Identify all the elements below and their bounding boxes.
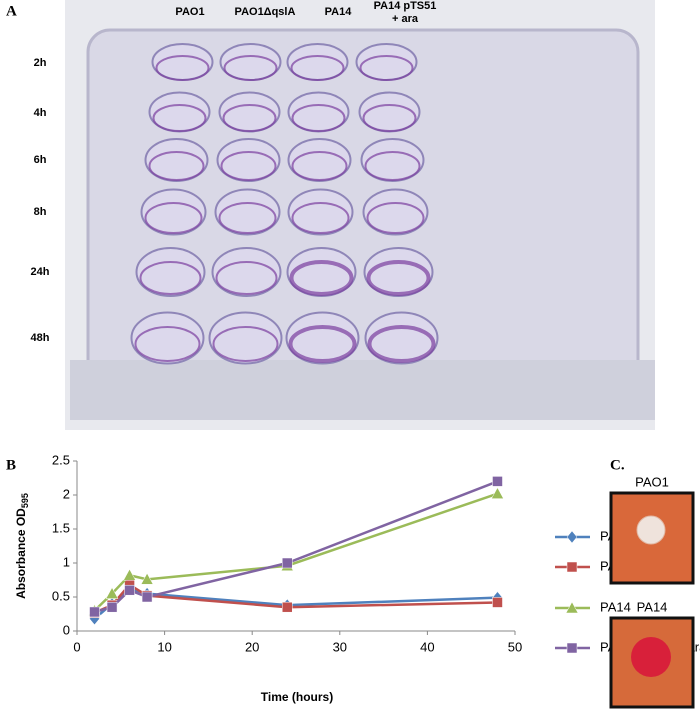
well-stain	[291, 151, 348, 181]
x-tick-label: 40	[420, 639, 434, 654]
well	[140, 188, 207, 236]
panel-label: A	[6, 3, 17, 19]
column-label: PAO1	[175, 6, 204, 18]
well-stain	[155, 55, 210, 81]
colony	[631, 637, 671, 677]
well-stain	[139, 261, 202, 295]
marker	[141, 591, 153, 603]
y-tick-label: 0	[63, 622, 70, 637]
well-stain	[218, 202, 277, 234]
marker	[281, 601, 293, 613]
well-stain	[144, 202, 203, 234]
marker	[281, 557, 293, 569]
column-label: PA14 pTS51	[374, 0, 437, 12]
well-stain	[364, 151, 421, 181]
row-label: 24h	[31, 266, 50, 278]
panel-label: B	[6, 457, 16, 473]
well-stain	[366, 202, 425, 234]
colony-label: PA14	[637, 599, 668, 614]
well-stain	[134, 326, 201, 362]
marker	[124, 584, 135, 596]
well-stain	[152, 104, 207, 132]
x-tick-label: 10	[157, 639, 171, 654]
plate-photo	[65, 0, 655, 430]
row-label: 6h	[34, 154, 47, 166]
y-tick-label: 1	[63, 554, 70, 569]
marker	[123, 568, 136, 581]
y-tick-label: 1.5	[52, 520, 70, 535]
y-axis-title: Absorbance OD595	[14, 493, 30, 599]
marker	[105, 587, 119, 599]
well	[130, 311, 205, 365]
well-stain	[366, 260, 431, 296]
marker	[140, 572, 154, 585]
column-label: PAO1ΔqslA	[235, 6, 296, 18]
well	[285, 311, 360, 365]
marker	[492, 597, 503, 608]
well-stain	[288, 325, 357, 363]
row-label: 4h	[34, 107, 47, 119]
marker	[565, 601, 579, 614]
row-label: 48h	[31, 332, 50, 344]
marker	[566, 642, 578, 654]
y-tick-label: 2	[63, 486, 70, 501]
column-label: PA14	[325, 6, 353, 18]
well-stain	[359, 55, 414, 81]
x-axis-title: Time (hours)	[261, 690, 333, 704]
well-stain	[290, 55, 345, 81]
column-label: + ara	[392, 13, 419, 25]
x-tick-label: 30	[333, 639, 347, 654]
y-axis-title-main: Absorbance OD	[14, 508, 28, 599]
colony-label: PAO1	[635, 474, 669, 489]
well-stain	[289, 260, 354, 296]
well-stain	[212, 326, 279, 362]
well-stain	[222, 104, 277, 132]
well	[211, 247, 282, 297]
y-axis-title-sub: 595	[20, 493, 30, 508]
well	[364, 311, 439, 365]
x-tick-label: 20	[245, 639, 259, 654]
well-stain	[291, 202, 350, 234]
series-line	[94, 480, 498, 614]
marker	[89, 606, 100, 618]
well	[214, 188, 281, 236]
marker	[491, 487, 504, 499]
line-chart: Time (hours) Absorbance OD595 0 0.5 1 1.5 2 2…	[14, 452, 700, 704]
well	[208, 311, 283, 365]
well-stain	[362, 104, 417, 132]
x-tick-label: 0	[73, 639, 80, 654]
well-stain	[223, 55, 278, 81]
y-tick-label: 2.5	[52, 452, 70, 467]
legend-label: PA14	[600, 599, 631, 614]
well-stain	[148, 151, 205, 181]
marker	[566, 530, 578, 544]
y-tick-label: 0.5	[52, 588, 70, 603]
well	[135, 247, 206, 297]
well	[362, 188, 429, 236]
row-label: 8h	[34, 206, 47, 218]
well-stain	[220, 151, 277, 181]
well-stain	[215, 261, 278, 295]
well-stain	[291, 104, 346, 132]
well	[287, 188, 354, 236]
marker	[566, 561, 578, 573]
well-stain	[367, 325, 436, 363]
marker	[492, 476, 503, 487]
row-label: 2h	[34, 57, 47, 69]
colony	[636, 515, 666, 545]
panel-label: C.	[610, 457, 625, 473]
marker	[106, 601, 118, 613]
x-tick-label: 50	[508, 639, 522, 654]
